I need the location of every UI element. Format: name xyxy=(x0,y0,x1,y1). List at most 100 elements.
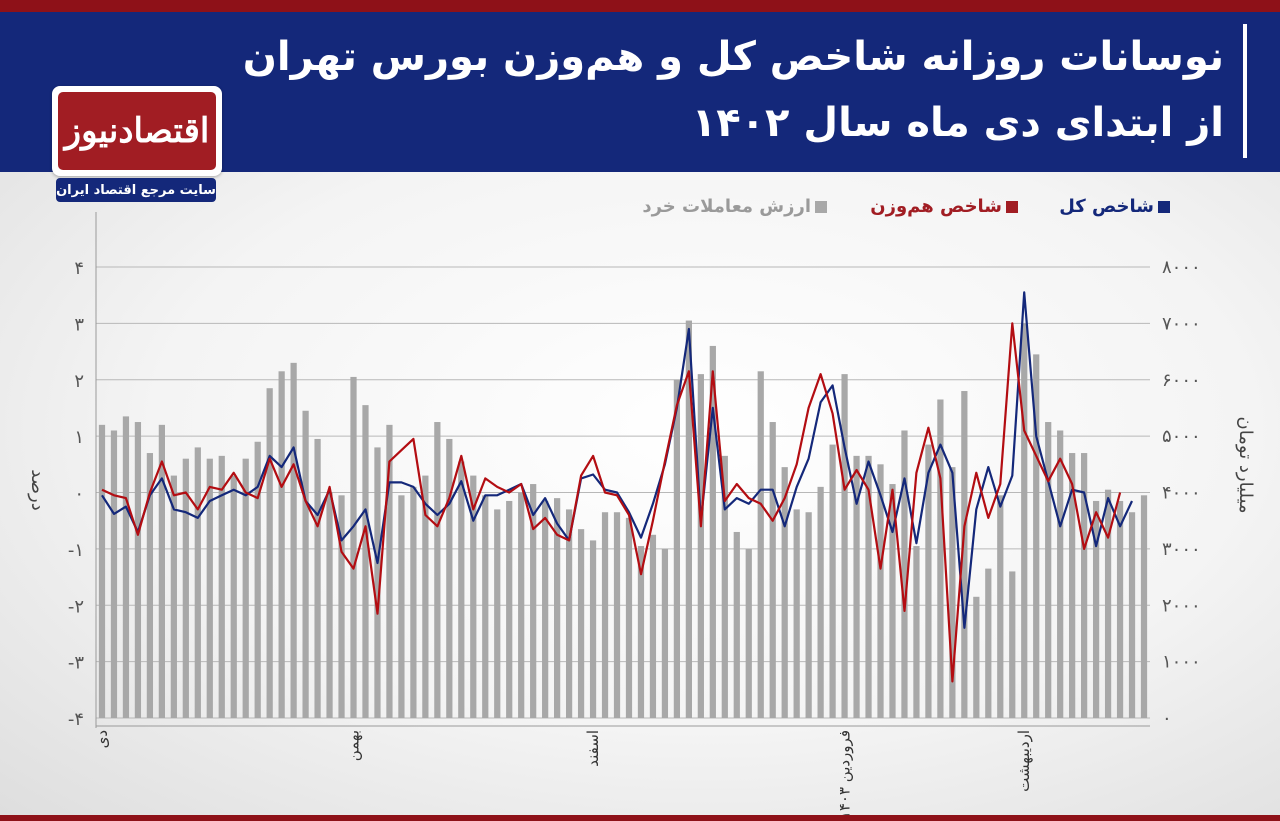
trade-value-bar xyxy=(1021,323,1028,718)
trade-value-bar xyxy=(254,441,261,718)
logo: اقتصادنیوز xyxy=(52,86,222,176)
trade-value-bar xyxy=(841,374,848,718)
page-subtitle: از ابتدای دی ماه سال ۱۴۰۲ xyxy=(691,100,1224,146)
trade-value-bar xyxy=(434,422,441,718)
y-tick-left: ۳ xyxy=(74,314,84,335)
y-axis-title-left: درصد xyxy=(27,469,48,510)
value-bars xyxy=(98,320,1148,718)
trade-value-bar xyxy=(470,475,477,718)
logo-wordmark: اقتصادنیوز xyxy=(58,92,216,170)
title-divider xyxy=(1243,24,1247,158)
trade-value-bar xyxy=(458,461,465,718)
y-tick-right: ۷۰۰۰ xyxy=(1162,313,1201,334)
trade-value-bar xyxy=(446,438,453,718)
y-tick-right: ۲۰۰۰ xyxy=(1162,595,1201,616)
trade-value-bar xyxy=(565,509,573,718)
trade-value-bar xyxy=(661,548,669,718)
y-tick-right: ۶۰۰۰ xyxy=(1162,370,1201,391)
legend-swatch-equal xyxy=(1006,200,1018,213)
legend-trade-value: ارزش معاملات خرد xyxy=(642,196,827,217)
trade-value-bar xyxy=(673,379,681,718)
trade-value-bar xyxy=(278,371,285,718)
x-tick-label: دی xyxy=(93,730,111,748)
trade-value-bar xyxy=(601,512,609,718)
trade-value-bar xyxy=(530,484,537,718)
y-tick-left: -۳ xyxy=(68,653,84,674)
trade-value-bar xyxy=(122,416,130,718)
grid xyxy=(96,266,1150,719)
trade-value-bar xyxy=(685,320,692,718)
trade-value-bar xyxy=(637,546,645,718)
trade-value-bar xyxy=(913,546,920,718)
y-tick-left: ۰ xyxy=(74,484,84,505)
trade-value-bar xyxy=(613,512,621,718)
trade-value-bar xyxy=(410,486,417,718)
y-tick-right: ۳۰۰۰ xyxy=(1162,539,1201,560)
axes: ۴ ۳ ۲ ۱ ۰ -۱ -۲ -۳ -۴ ۸۰۰۰ ۷۰۰۰ ۶۰۰۰ ۵۰۰۰ ۴۰۰۰ ۳۰۰۰ ۲۰۰… xyxy=(27,212,1256,819)
trade-value-bar xyxy=(482,495,489,718)
trade-value-bar xyxy=(973,596,980,718)
trade-value-bar xyxy=(242,458,249,718)
trade-value-bar xyxy=(134,422,142,718)
trade-value-bar xyxy=(625,517,633,718)
trade-value-bar xyxy=(829,444,836,718)
legend-label-equal: شاخص هم‌وزن xyxy=(870,196,1002,217)
y-tick-right: ۸۰۰۰ xyxy=(1162,257,1201,278)
trade-value-bar xyxy=(194,447,201,718)
trade-value-bar xyxy=(206,458,213,718)
trade-value-bar xyxy=(1092,500,1100,718)
legend-swatch-total xyxy=(1158,200,1170,213)
trade-value-bar xyxy=(266,388,273,718)
trade-value-bar xyxy=(1033,354,1040,718)
trade-value-bar xyxy=(805,512,812,718)
top-accent-line xyxy=(0,0,1280,12)
x-tick-label: فروردین ۱۴۰۳ xyxy=(836,730,854,819)
trade-value-bar xyxy=(745,548,752,718)
trade-value-bar xyxy=(757,371,764,718)
trade-value-bar xyxy=(314,438,321,718)
page-title: نوسانات روزانه شاخص کل و هم‌وزن بورس تهر… xyxy=(242,34,1224,80)
trade-value-bar xyxy=(338,495,345,718)
trade-value-bar xyxy=(865,455,872,718)
trade-value-bar xyxy=(901,430,908,718)
trade-value-bar xyxy=(494,509,501,718)
y-tick-left: ۲ xyxy=(74,371,84,392)
trade-value-bar xyxy=(374,447,381,718)
trade-value-bar xyxy=(506,500,513,718)
y-tick-left: ۱ xyxy=(74,427,84,448)
trade-value-bar xyxy=(518,492,525,718)
trade-value-bar xyxy=(577,529,585,718)
x-tick-label: اردیبهشت xyxy=(1015,730,1033,792)
trade-value-bar xyxy=(649,534,657,718)
trade-value-bar xyxy=(1116,500,1124,718)
trade-value-bar xyxy=(362,405,369,718)
trade-value-bar xyxy=(554,498,561,718)
x-tick-label: بهمن xyxy=(345,730,363,761)
trade-value-bar xyxy=(589,540,597,718)
y-tick-left: ۴ xyxy=(74,258,84,279)
trade-value-bar xyxy=(350,376,357,718)
trade-value-bar xyxy=(1140,495,1148,718)
legend-label-total: شاخص کل xyxy=(1059,196,1154,217)
trade-value-bar xyxy=(781,467,788,718)
trade-value-bar xyxy=(386,424,393,718)
index-lines xyxy=(101,291,1133,683)
y-tick-left: -۲ xyxy=(68,596,84,617)
trade-value-bar xyxy=(889,484,896,718)
trade-value-bar xyxy=(1128,512,1136,718)
trade-value-bar xyxy=(925,444,932,718)
trade-value-bar xyxy=(853,455,860,718)
trade-value-bar xyxy=(182,458,189,718)
y-tick-left: -۱ xyxy=(68,540,84,561)
trade-value-bar xyxy=(817,486,824,718)
trade-value-bar xyxy=(961,391,968,718)
trade-value-bar xyxy=(1104,489,1112,718)
trade-value-bar xyxy=(769,422,776,718)
trade-value-bar xyxy=(98,424,106,718)
trade-value-bar xyxy=(170,475,177,718)
legend-swatch-value xyxy=(815,200,827,213)
trade-value-bar xyxy=(997,495,1004,718)
trade-value-bar xyxy=(793,509,800,718)
trade-value-bar xyxy=(949,467,956,718)
legend-label-value: ارزش معاملات خرد xyxy=(642,196,811,217)
